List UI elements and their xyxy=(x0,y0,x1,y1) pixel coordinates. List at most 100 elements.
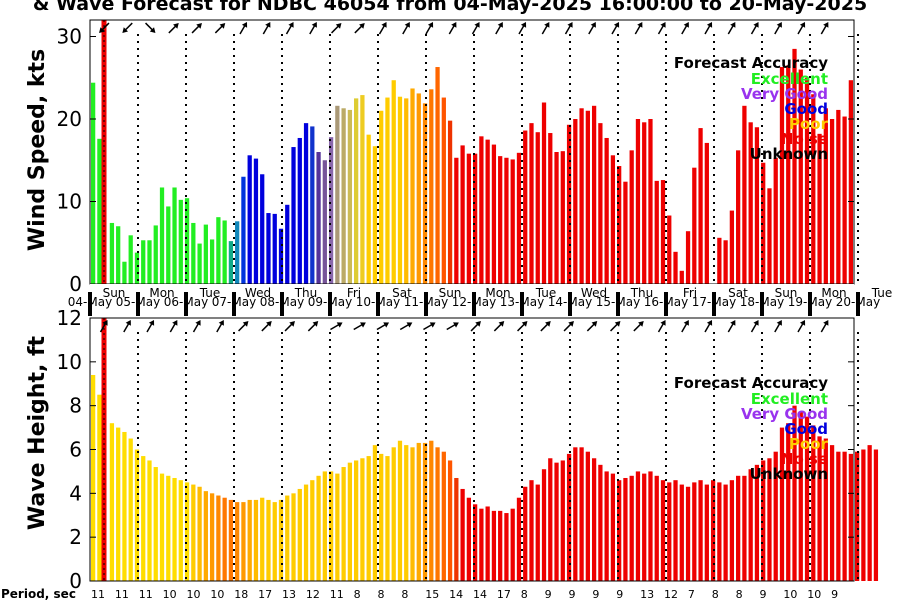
wind-bar xyxy=(598,123,603,285)
date-label: 10-May xyxy=(356,295,400,309)
wave-bar xyxy=(736,475,741,581)
wind-y-tick-label: 0 xyxy=(69,272,82,296)
wind-bar xyxy=(404,98,409,285)
wind-bar xyxy=(228,241,234,284)
wind-direction-arrow xyxy=(122,22,133,33)
wind-bar xyxy=(366,134,371,284)
period-value: 10 xyxy=(783,588,797,600)
wave-bar xyxy=(410,447,415,581)
period-row: 11 11 11 10 10 10 18 17 13 12 11 8 8 8 15 14 14 17 8 9 9 9 9 13… xyxy=(91,588,838,600)
wind-bar xyxy=(460,145,465,284)
wind-legend-entry: Unknown xyxy=(750,145,828,163)
wave-bar xyxy=(203,491,208,581)
wave-bar xyxy=(598,464,603,581)
wind-bar xyxy=(147,240,152,284)
period-value: 9 xyxy=(569,588,576,600)
wind-bar xyxy=(836,109,841,284)
date-label: 13-May xyxy=(500,295,544,309)
wind-y-axis-label: Wind Speed, kts xyxy=(25,49,50,251)
wind-bar xyxy=(579,108,584,284)
wind-direction-arrow xyxy=(704,21,713,35)
wind-bar xyxy=(473,153,478,284)
wind-bar xyxy=(510,159,515,284)
wave-bar xyxy=(654,475,659,581)
wind-bar xyxy=(441,97,446,284)
wave-bar xyxy=(391,447,396,581)
wave-y-tick-label: 2 xyxy=(69,525,82,549)
period-value: 12 xyxy=(664,588,678,600)
wave-direction-arrow xyxy=(470,321,481,332)
day-of-week-label: Wed xyxy=(581,286,607,300)
wind-direction-arrow xyxy=(541,21,550,35)
wave-bar xyxy=(466,497,471,581)
wind-bar xyxy=(642,122,647,284)
wave-bar xyxy=(316,475,321,581)
period-value: 10 xyxy=(187,588,201,600)
wind-bar xyxy=(241,176,246,284)
wave-bar xyxy=(209,493,215,581)
wave-direction-arrow xyxy=(540,321,551,332)
wind-bar xyxy=(748,122,753,284)
wind-direction-arrow xyxy=(214,23,226,34)
wave-bar xyxy=(216,495,221,581)
wind-bar xyxy=(397,96,403,284)
wave-bar xyxy=(679,484,684,581)
day-separator xyxy=(616,292,620,316)
wave-bar xyxy=(667,482,672,582)
wind-bar xyxy=(823,108,828,284)
day-of-week-label: Sat xyxy=(392,286,412,300)
wave-direction-arrow xyxy=(586,321,598,332)
wave-bar xyxy=(842,451,847,581)
wind-bar xyxy=(128,235,133,284)
wind-bar xyxy=(717,237,722,284)
wave-bar xyxy=(861,449,866,581)
period-value: 9 xyxy=(592,588,599,600)
period-value: 13 xyxy=(640,588,654,600)
wave-bar xyxy=(792,405,797,581)
wave-bar xyxy=(554,462,559,581)
day-separator xyxy=(664,292,668,316)
wave-bar xyxy=(303,484,309,581)
wave-bar xyxy=(823,438,828,581)
wind-bar xyxy=(109,222,115,284)
wind-y-tick-label: 10 xyxy=(57,190,82,214)
wind-direction-arrow xyxy=(402,21,410,35)
wave-bar xyxy=(429,440,434,581)
day-of-week-label: Tue xyxy=(535,286,557,300)
wind-bar xyxy=(566,124,572,284)
period-label: Period, sec xyxy=(1,587,76,600)
wind-direction-arrow xyxy=(239,21,248,35)
wave-bar xyxy=(354,460,359,581)
wind-direction-arrow xyxy=(518,21,527,35)
wave-direction-arrow xyxy=(820,319,829,333)
period-value: 8 xyxy=(736,588,743,600)
wave-bar xyxy=(153,467,158,581)
day-of-week-label: Thu xyxy=(630,286,654,300)
wind-bar xyxy=(560,151,565,284)
wind-bar xyxy=(798,69,803,284)
wave-bar xyxy=(479,508,484,581)
period-value: 8 xyxy=(378,588,385,600)
period-value: 9 xyxy=(616,588,623,600)
wind-bar xyxy=(529,123,534,285)
wind-direction-arrow xyxy=(681,21,689,35)
wind-bar xyxy=(729,210,735,284)
day-separator xyxy=(712,292,716,316)
wave-bar xyxy=(855,451,860,581)
wind-bar xyxy=(523,130,528,284)
wave-bar xyxy=(372,445,378,581)
day-separator xyxy=(88,292,92,316)
wave-legend-entry: Very Good xyxy=(741,405,828,423)
wave-bar xyxy=(729,480,735,581)
wave-bar xyxy=(278,499,284,581)
period-value: 12 xyxy=(306,588,320,600)
wave-bar xyxy=(829,445,835,581)
wave-y-tick-label: 0 xyxy=(69,569,82,593)
wind-bar xyxy=(385,97,390,284)
wave-direction-arrow xyxy=(446,322,459,331)
wind-direction-arrow xyxy=(750,21,759,35)
wave-bar xyxy=(191,484,196,581)
wind-bar xyxy=(736,150,741,284)
wave-bar xyxy=(786,423,791,581)
wave-direction-arrow xyxy=(99,319,108,333)
